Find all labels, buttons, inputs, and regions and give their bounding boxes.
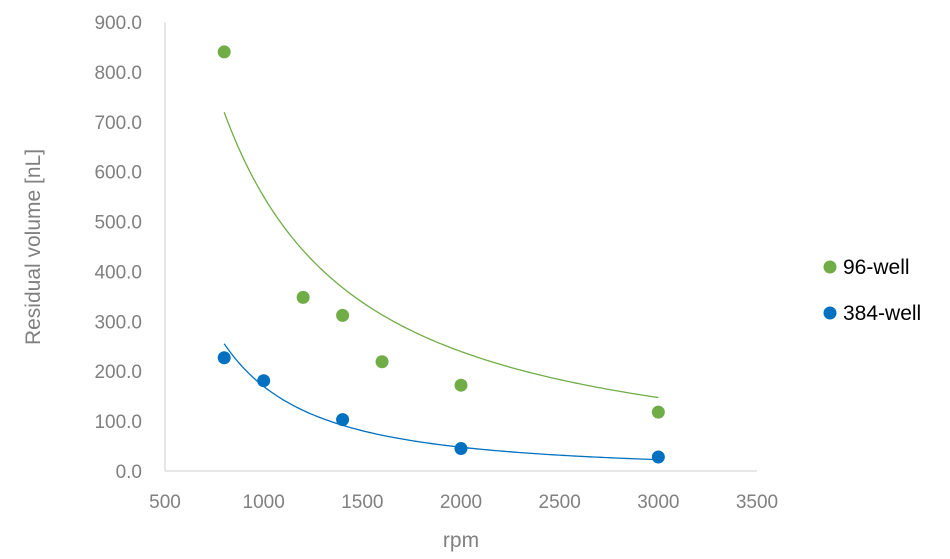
legend-label-96-well: 96-well — [843, 256, 910, 279]
y-tick-label: 900.0 — [94, 13, 142, 34]
data-points — [217, 45, 665, 464]
x-tick-label: 3500 — [736, 492, 778, 513]
data-point-96-well — [651, 405, 665, 419]
y-tick-label: 300.0 — [94, 312, 142, 333]
y-tick-label: 0.0 — [116, 462, 142, 483]
data-point-384-well — [217, 351, 231, 365]
y-tick-label: 800.0 — [94, 63, 142, 84]
data-point-384-well — [257, 374, 271, 388]
x-tick-label: 3000 — [637, 492, 679, 513]
axes — [164, 22, 757, 472]
data-point-96-well — [454, 378, 468, 392]
y-axis-title: Residual volume [nL] — [22, 149, 45, 345]
x-tick-labels: 500 1000 1500 2000 2500 3000 3500 — [149, 492, 778, 513]
trendline-384-well — [223, 343, 659, 461]
legend-marker-384-well — [823, 306, 837, 320]
y-tick-labels: 0.0 100.0 200.0 300.0 400.0 500.0 600.0 700.0 80… — [94, 13, 142, 483]
data-point-384-well — [336, 413, 350, 427]
y-tick-label: 400.0 — [94, 262, 142, 283]
y-tick-label: 500.0 — [94, 213, 142, 234]
legend-item-96-well: 96-well — [823, 256, 910, 279]
legend: 96-well 384-well — [823, 256, 921, 325]
data-point-96-well — [217, 45, 231, 59]
legend-item-384-well: 384-well — [823, 302, 921, 325]
x-axis-title: rpm — [443, 529, 479, 552]
legend-marker-96-well — [823, 260, 837, 274]
y-tick-label: 100.0 — [94, 412, 142, 433]
legend-label-384-well: 384-well — [843, 302, 921, 325]
x-tick-label: 2000 — [440, 492, 482, 513]
y-tick-label: 600.0 — [94, 163, 142, 184]
data-point-96-well — [296, 290, 310, 304]
x-tick-label: 2500 — [539, 492, 581, 513]
data-point-384-well — [454, 442, 468, 456]
trendlines — [223, 112, 659, 461]
data-point-96-well — [375, 355, 389, 369]
y-tick-label: 700.0 — [94, 113, 142, 134]
x-tick-label: 1500 — [341, 492, 383, 513]
data-point-384-well — [651, 450, 665, 464]
y-tick-label: 200.0 — [94, 362, 142, 383]
trendline-96-well — [223, 112, 659, 399]
x-tick-label: 500 — [149, 492, 181, 513]
x-tick-label: 1000 — [243, 492, 285, 513]
data-point-96-well — [336, 308, 350, 322]
